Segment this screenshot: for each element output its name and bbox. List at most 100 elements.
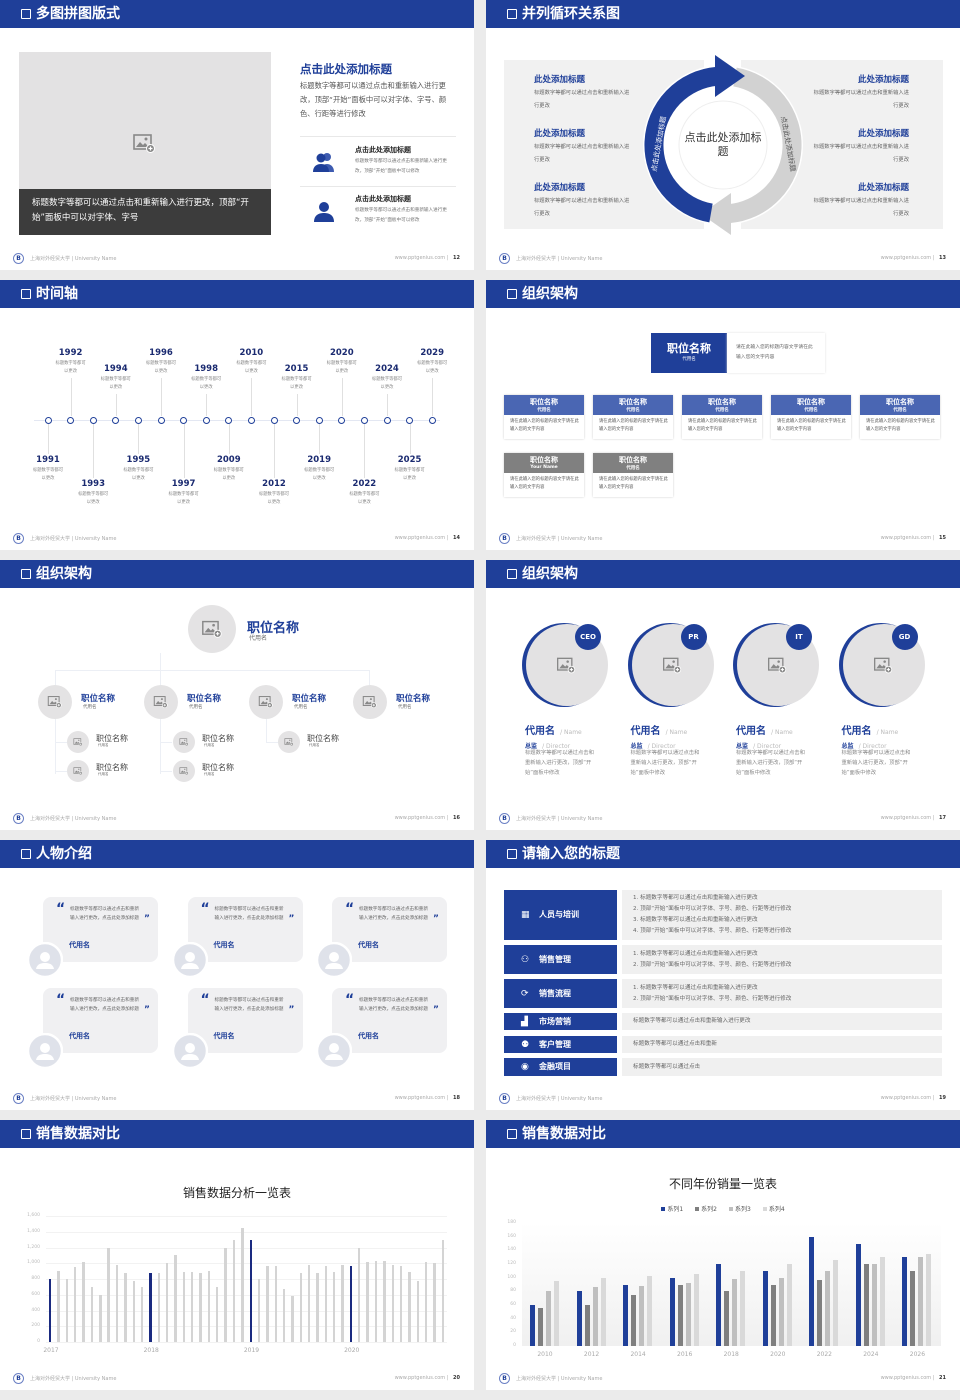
bar[interactable] [408, 1271, 411, 1342]
top-position-box[interactable] [651, 333, 727, 373]
image-placeholder-icon[interactable] [362, 694, 378, 709]
slide-team-circles[interactable]: 组织架构 CEO 代用名 / Name 总监 / Director 标题数字等都可以通… [486, 560, 960, 830]
bar[interactable] [592, 1287, 598, 1346]
slide-timeline[interactable]: 时间轴 1991 标题数字等都可以更改 1992 标题数字等都可以更改 1993 标题数字… [0, 280, 474, 550]
avatar-icon[interactable] [27, 942, 63, 978]
category-label-box[interactable] [504, 945, 617, 974]
slide-multi-image[interactable]: 多图拼图版式 标题数字等都可以通过点击和重新输入进行更改，顶部“开始”面板中可以… [0, 0, 474, 270]
child-photo[interactable] [67, 731, 89, 753]
bar[interactable] [910, 1270, 916, 1346]
bar[interactable] [99, 1294, 102, 1342]
bar[interactable] [863, 1264, 869, 1346]
timeline-node[interactable] [293, 417, 301, 424]
bar[interactable] [770, 1284, 776, 1346]
slide-org-chart-photos[interactable]: 组织架构 职位名称 代用名 职位名称 代用名 职位名称 代用名 职位名称 代用名 职位名称 代用名… [0, 560, 474, 830]
bar[interactable] [825, 1270, 831, 1346]
top-photo[interactable] [188, 605, 236, 653]
timeline-node[interactable] [89, 417, 97, 424]
legend-item[interactable]: 系列2 [695, 1206, 717, 1213]
bar[interactable] [307, 1264, 311, 1342]
timeline-node[interactable] [157, 417, 165, 424]
bar[interactable] [207, 1271, 211, 1342]
child-photo[interactable] [173, 760, 195, 782]
avatar-icon[interactable] [27, 1033, 63, 1069]
avatar-icon[interactable] [316, 942, 352, 978]
bar[interactable] [282, 1289, 286, 1342]
timeline-node[interactable] [247, 417, 255, 424]
category-label-box[interactable] [504, 1058, 617, 1076]
child-photo[interactable] [173, 731, 195, 753]
slide-category-list[interactable]: 请输入您的标题 ▦ 人员与培训 1. 标题数字等都可以通过点击和重新输入进行更改 2.… [486, 840, 960, 1110]
bar[interactable] [778, 1277, 784, 1346]
branch-photo[interactable] [38, 685, 72, 719]
timeline-node[interactable] [338, 417, 346, 424]
bar[interactable] [833, 1259, 839, 1346]
bar[interactable] [216, 1286, 219, 1342]
bar[interactable] [291, 1295, 294, 1342]
bar[interactable] [266, 1266, 269, 1342]
child-photo[interactable] [67, 760, 89, 782]
bar[interactable] [693, 1274, 699, 1346]
bar[interactable] [424, 1261, 428, 1342]
category-label-box[interactable] [504, 979, 617, 1008]
image-placeholder-icon[interactable] [179, 737, 189, 747]
bar[interactable] [647, 1276, 653, 1346]
image-placeholder-icon[interactable] [132, 131, 156, 155]
bar[interactable] [817, 1280, 823, 1346]
timeline-node[interactable] [383, 417, 391, 424]
bar[interactable] [441, 1239, 445, 1342]
bar[interactable] [366, 1261, 369, 1342]
image-placeholder-icon[interactable] [47, 694, 63, 709]
bar[interactable] [416, 1280, 419, 1342]
bar[interactable] [391, 1264, 394, 1342]
bar[interactable] [716, 1264, 722, 1346]
bar[interactable] [724, 1291, 730, 1346]
bar[interactable] [576, 1291, 582, 1346]
quote-card[interactable] [43, 897, 158, 962]
bar[interactable] [224, 1247, 227, 1342]
timeline-node[interactable] [428, 417, 436, 424]
avatar-icon[interactable] [171, 942, 208, 978]
bar[interactable] [926, 1253, 932, 1346]
category-label-box[interactable] [504, 1013, 617, 1030]
bar[interactable] [358, 1247, 361, 1342]
quote-card[interactable] [187, 988, 303, 1053]
bar[interactable] [554, 1281, 559, 1346]
bar[interactable] [74, 1267, 77, 1342]
bar[interactable] [600, 1278, 606, 1346]
bar[interactable] [341, 1264, 344, 1342]
bar[interactable] [316, 1273, 319, 1342]
bar[interactable] [433, 1263, 436, 1342]
bar[interactable] [855, 1243, 861, 1346]
bar[interactable] [333, 1271, 336, 1342]
bar[interactable] [669, 1277, 675, 1346]
bar[interactable] [631, 1294, 637, 1346]
image-placeholder-icon[interactable] [662, 655, 682, 675]
bar[interactable] [249, 1239, 252, 1342]
branch-photo[interactable] [353, 685, 387, 719]
image-placeholder-icon[interactable] [284, 737, 294, 747]
timeline-node[interactable] [406, 417, 414, 424]
bar[interactable] [124, 1272, 127, 1342]
bar[interactable] [740, 1270, 746, 1346]
bar[interactable] [257, 1279, 261, 1342]
bar[interactable] [374, 1260, 378, 1342]
bar[interactable] [809, 1236, 815, 1346]
slide-cycle-diagram[interactable]: 并列循环关系图 点击此处添加标题 点击此处添加标题 点击此处添加标题 此处添加标题 标题… [486, 0, 960, 270]
timeline-node[interactable] [270, 417, 278, 424]
image-placeholder-icon[interactable] [153, 694, 169, 709]
bar[interactable] [174, 1255, 177, 1342]
avatar-icon[interactable] [171, 1033, 208, 1069]
timeline-node[interactable] [180, 417, 188, 424]
timeline-node[interactable] [67, 417, 75, 424]
legend-item[interactable]: 系列3 [729, 1206, 751, 1213]
timeline-node[interactable] [134, 417, 142, 424]
timeline-node[interactable] [315, 417, 323, 424]
bar[interactable] [232, 1239, 236, 1342]
bar[interactable] [299, 1272, 303, 1342]
bar[interactable] [685, 1283, 691, 1346]
image-placeholder-icon[interactable] [73, 737, 83, 747]
bar[interactable] [530, 1305, 535, 1346]
branch-photo[interactable] [249, 685, 283, 719]
bar[interactable] [57, 1271, 60, 1342]
